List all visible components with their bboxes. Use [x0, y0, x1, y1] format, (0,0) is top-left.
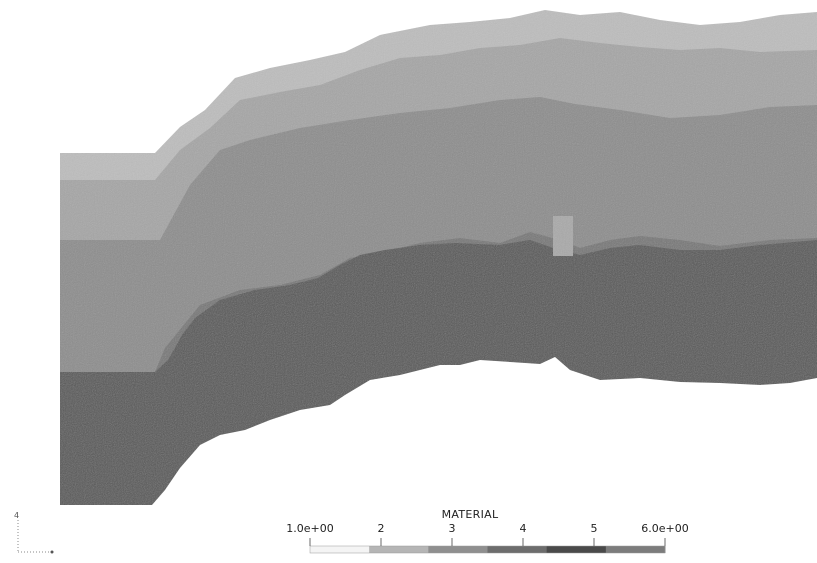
axes-triad: 4	[14, 511, 54, 554]
background-top-right	[0, 0, 60, 153]
legend-max-label: 6.0e+00	[641, 522, 688, 535]
legend-color-bar	[309, 545, 666, 554]
legend-bar-outline	[309, 545, 666, 554]
background-below-left	[0, 505, 817, 563]
legend-segment-2	[369, 546, 429, 553]
legend-tick-label-3: 3	[449, 522, 456, 535]
layer-material-6	[60, 240, 817, 505]
legend-title: MATERIAL	[442, 508, 499, 521]
legend-segment-4	[487, 546, 548, 553]
legend-segment-5	[546, 546, 607, 553]
legend-segment-1	[310, 546, 370, 553]
legend-tick-labels: 2 3 4 5	[309, 522, 666, 546]
triad-vertical-label: 4	[14, 511, 19, 520]
legend-tick-label-5: 5	[591, 522, 598, 535]
inclusion-block	[553, 216, 573, 256]
legend-tick-label-2: 2	[378, 522, 385, 535]
legend-tick-label-4: 4	[520, 522, 527, 535]
triad-arrow-dot	[50, 550, 54, 554]
material-legend: MATERIAL 1.0e+00 6.0e+00 2 3 4 5	[286, 508, 689, 554]
legend-min-label: 1.0e+00	[286, 522, 333, 535]
legend-segment-3	[428, 546, 488, 553]
legend-segment-6	[605, 546, 666, 553]
